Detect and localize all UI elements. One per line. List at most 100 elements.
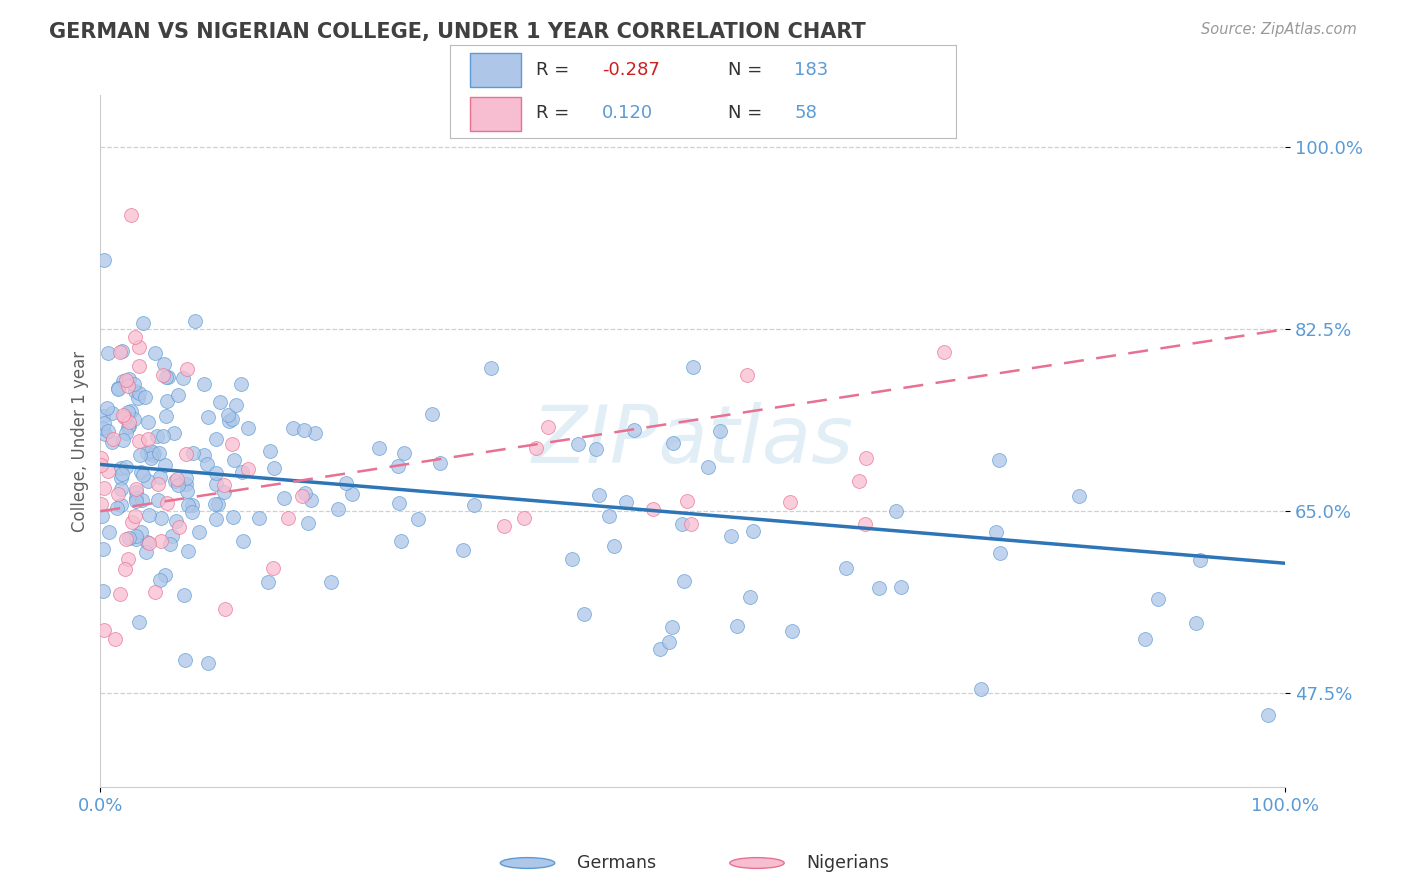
Point — [124, 493, 146, 508]
Point — [479, 361, 502, 376]
Point — [135, 535, 157, 549]
Point — [127, 392, 149, 406]
Point — [110, 471, 132, 485]
Point — [90, 497, 112, 511]
Point — [120, 208, 142, 222]
Point — [167, 519, 190, 533]
Point — [128, 615, 150, 629]
Point — [391, 534, 413, 549]
Point — [117, 420, 139, 434]
Point — [326, 501, 349, 516]
Point — [297, 516, 319, 530]
Point — [614, 495, 637, 509]
Point — [970, 681, 993, 696]
Point — [159, 536, 181, 550]
Point — [536, 419, 558, 434]
Point — [273, 491, 295, 505]
Point — [173, 652, 195, 666]
Point — [221, 437, 243, 451]
Point — [176, 483, 198, 498]
Point — [118, 531, 141, 545]
Point — [780, 624, 803, 638]
Point — [585, 442, 607, 456]
Point — [392, 446, 415, 460]
Point — [1146, 592, 1168, 607]
Point — [1188, 553, 1211, 567]
Point — [93, 252, 115, 267]
FancyBboxPatch shape — [470, 97, 520, 131]
Point — [148, 446, 170, 460]
Point — [205, 512, 228, 526]
Text: Source: ZipAtlas.com: Source: ZipAtlas.com — [1201, 22, 1357, 37]
Point — [236, 462, 259, 476]
Point — [567, 436, 589, 450]
Text: Nigerians: Nigerians — [807, 854, 890, 872]
Point — [217, 408, 239, 422]
Point — [512, 511, 534, 525]
Point — [91, 420, 114, 434]
Point — [561, 551, 583, 566]
Point — [193, 448, 215, 462]
Point — [153, 567, 176, 582]
Point — [218, 414, 240, 428]
Point — [152, 368, 174, 382]
Point — [197, 656, 219, 670]
Point — [111, 467, 134, 481]
Point — [146, 477, 169, 491]
Point — [166, 472, 188, 486]
Point — [623, 423, 645, 437]
Point — [128, 340, 150, 354]
Point — [231, 466, 253, 480]
Text: Germans: Germans — [576, 854, 657, 872]
Point — [160, 528, 183, 542]
Point — [110, 482, 132, 496]
Point — [177, 498, 200, 512]
Point — [112, 409, 135, 424]
Point — [675, 493, 697, 508]
Point — [139, 450, 162, 465]
Point — [90, 458, 112, 473]
Point — [136, 432, 159, 446]
Point — [176, 361, 198, 376]
Ellipse shape — [730, 857, 785, 869]
Point — [205, 466, 228, 480]
Point — [174, 476, 197, 491]
Point — [141, 444, 163, 458]
Point — [131, 493, 153, 508]
Point — [598, 508, 620, 523]
Point — [114, 532, 136, 546]
Point — [853, 517, 876, 532]
Point — [212, 484, 235, 499]
Point — [143, 585, 166, 599]
Point — [124, 329, 146, 343]
Y-axis label: College, Under 1 year: College, Under 1 year — [72, 351, 89, 532]
Point — [697, 460, 720, 475]
Point — [91, 508, 114, 523]
Point — [152, 357, 174, 371]
Point — [463, 498, 485, 512]
Point — [136, 446, 159, 460]
Point — [114, 373, 136, 387]
FancyBboxPatch shape — [470, 53, 520, 87]
Point — [125, 482, 148, 496]
Point — [163, 425, 186, 440]
Text: R =: R = — [536, 104, 569, 122]
Point — [988, 453, 1011, 467]
Point — [848, 474, 870, 488]
Point — [988, 546, 1011, 560]
Point — [125, 529, 148, 543]
Point — [118, 419, 141, 434]
Point — [682, 360, 704, 375]
Point — [177, 544, 200, 558]
Point — [149, 574, 172, 588]
Point — [112, 374, 135, 388]
Point — [184, 314, 207, 328]
Point — [662, 435, 685, 450]
Point — [299, 493, 322, 508]
Point — [855, 451, 877, 466]
Point — [451, 542, 474, 557]
Point — [111, 408, 134, 422]
Point — [101, 432, 124, 446]
Point — [136, 416, 159, 430]
Point — [129, 465, 152, 479]
